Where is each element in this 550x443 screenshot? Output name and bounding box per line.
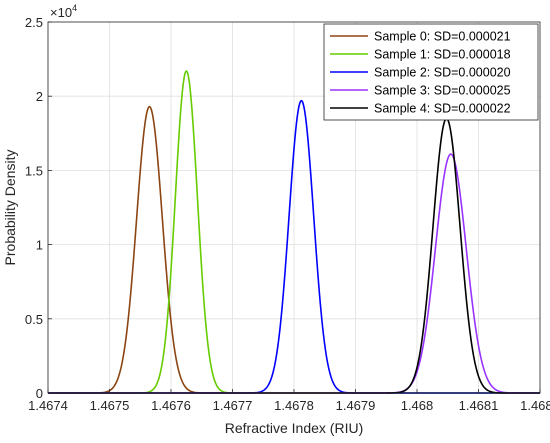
y-axis-exponent: ×104 xyxy=(50,3,77,20)
x-tick-label: 1.4675 xyxy=(90,398,130,413)
x-tick-label: 1.4674 xyxy=(28,398,68,413)
y-tick-label: 0 xyxy=(36,386,43,401)
y-axis-exponent-power: 4 xyxy=(72,3,77,13)
x-tick-label: 1.4677 xyxy=(213,398,253,413)
y-tick-label: 2 xyxy=(36,89,43,104)
x-tick-label: 1.4676 xyxy=(151,398,191,413)
y-axis-exponent-base: ×10 xyxy=(50,5,72,20)
y-tick-label: 2.5 xyxy=(25,15,43,30)
x-tick-label: 1.468 xyxy=(401,398,434,413)
x-axis-label: Refractive Index (RIU) xyxy=(225,420,363,436)
x-axis-ticks: 1.4674 1.4675 1.4676 1.4677 1.4678 1.4679 1.46… xyxy=(28,389,550,413)
y-axis-ticks: 0 0.5 1 1.5 2 2.5 xyxy=(25,15,52,401)
x-tick-label: 1.4678 xyxy=(274,398,314,413)
x-tick-label: 1.4679 xyxy=(336,398,376,413)
legend-label: Sample 1: SD=0.000018 xyxy=(374,48,511,62)
legend-label: Sample 4: SD=0.000022 xyxy=(374,102,511,116)
y-axis-label: Probability Density xyxy=(2,150,18,266)
legend-label: Sample 3: SD=0.000025 xyxy=(374,84,511,98)
x-tick-label: 1.4682 xyxy=(520,398,550,413)
legend-label: Sample 0: SD=0.000021 xyxy=(374,30,511,44)
legend-label: Sample 2: SD=0.000020 xyxy=(374,66,511,80)
y-tick-label: 0.5 xyxy=(25,312,43,327)
y-tick-label: 1 xyxy=(36,238,43,253)
x-tick-label: 1.4681 xyxy=(459,398,499,413)
legend: Sample 0: SD=0.000021 Sample 1: SD=0.0000… xyxy=(323,23,539,121)
y-tick-label: 1.5 xyxy=(25,163,43,178)
